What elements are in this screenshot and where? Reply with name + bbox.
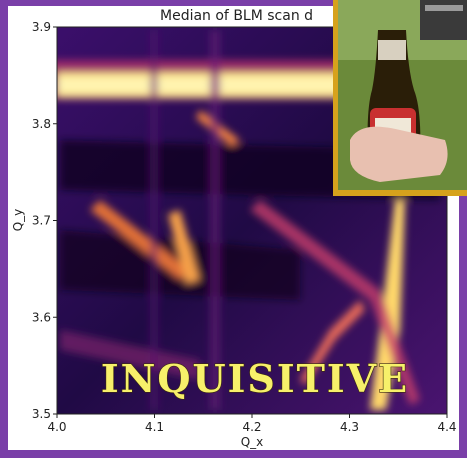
photo bbox=[333, 0, 467, 196]
axes: 4.0 4.1 4.2 4.3 4.4 3.5 3.6 3.7 3.8 3.9 bbox=[32, 20, 457, 434]
x-tick-label: 4.4 bbox=[437, 420, 456, 434]
y-tick-label: 3.7 bbox=[32, 214, 51, 228]
x-tick-label: 4.2 bbox=[242, 420, 261, 434]
x-tick-label: 4.1 bbox=[145, 420, 164, 434]
caption: INQUISITIVE bbox=[101, 356, 409, 401]
chart-title: Median of BLM scan d bbox=[160, 8, 313, 24]
y-tick-label: 3.5 bbox=[32, 407, 51, 421]
x-tick-label: 4.0 bbox=[47, 420, 66, 434]
y-tick-label: 3.6 bbox=[32, 310, 51, 324]
y-axis-label: Q_y bbox=[11, 209, 25, 232]
x-axis-label: Q_x bbox=[241, 435, 264, 449]
y-tick-label: 3.9 bbox=[32, 20, 51, 34]
y-tick-label: 3.8 bbox=[32, 117, 51, 131]
x-tick-label: 4.3 bbox=[340, 420, 359, 434]
